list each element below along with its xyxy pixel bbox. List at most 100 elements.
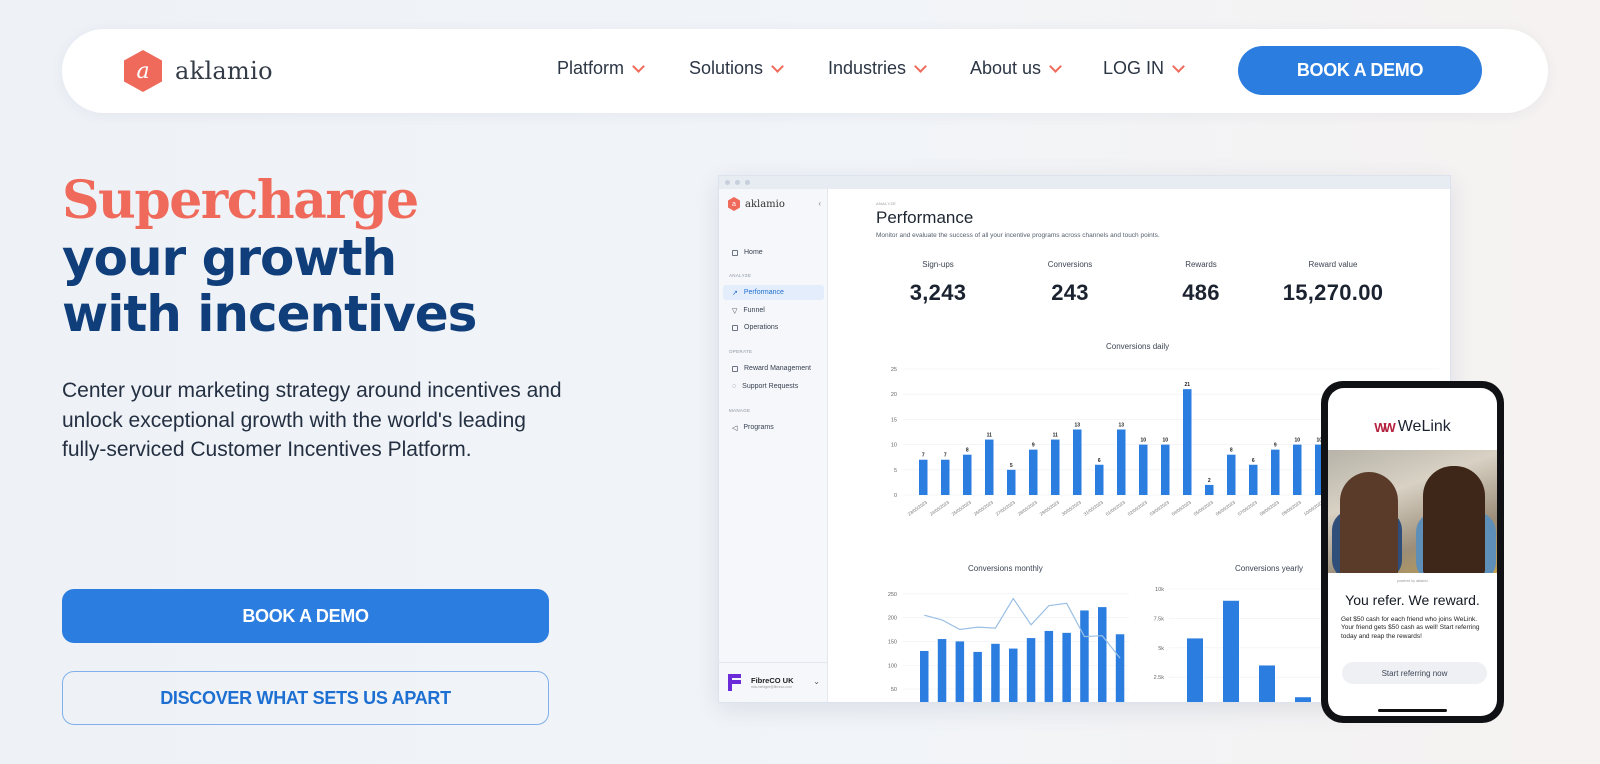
bar: [1009, 648, 1018, 702]
bar: [1098, 607, 1107, 702]
powered-by: powered by aklamio: [1396, 579, 1429, 583]
sidebar-item-programs[interactable]: ◁ Programs: [723, 420, 824, 435]
kpi-label: Sign-ups: [922, 260, 954, 269]
headset-icon: ◌: [732, 383, 737, 390]
bar: [1115, 634, 1125, 702]
bar: [1223, 600, 1239, 702]
bar: [1095, 464, 1104, 495]
bar: [1007, 469, 1016, 495]
sidebar-item-label: Operations: [744, 324, 779, 331]
x-tick-label: 27/05/2023: [995, 499, 1017, 516]
discover-button[interactable]: DISCOVER WHAT SETS US APART: [62, 671, 549, 725]
bar: [955, 641, 965, 702]
data-label: 8: [1230, 448, 1233, 454]
sidebar-item-performance[interactable]: ↗ Performance: [723, 285, 824, 300]
data-label: 8: [966, 448, 969, 454]
bar: [1080, 610, 1089, 702]
kpi-label: Rewards: [1185, 260, 1217, 269]
bar: [1117, 429, 1126, 495]
brand-logo[interactable]: a aklamio: [124, 50, 273, 92]
bar: [1139, 444, 1148, 495]
chevron-down-icon: [914, 59, 927, 73]
nav-item-log-in[interactable]: LOG IN: [1103, 58, 1185, 79]
phone-screen: WW WeLink powered by aklamio You refer. …: [1328, 388, 1497, 716]
bar: [1259, 665, 1275, 702]
x-tick-label: 02/06/2023: [1127, 499, 1149, 516]
welink-brand: WeLink: [1397, 418, 1451, 435]
referral-headline: You refer. We reward.: [1345, 592, 1480, 608]
data-label: 6: [1098, 458, 1101, 464]
account-email: mia.metzger@fibreco.com: [751, 685, 792, 689]
y-tick-label: 20: [891, 392, 897, 398]
bar: [1293, 444, 1302, 495]
book-demo-nav-button[interactable]: BOOK A DEMO: [1238, 46, 1482, 95]
y-tick-label: 10: [891, 443, 897, 449]
bar: [1062, 632, 1071, 702]
sidebar-item-operations[interactable]: Operations: [723, 320, 824, 335]
bar: [920, 650, 929, 702]
home-icon: [732, 249, 738, 256]
bar: [1249, 464, 1258, 495]
bar: [1295, 697, 1311, 702]
bar: [973, 651, 982, 702]
kpi-rewards: Rewards 486: [1141, 260, 1261, 306]
nav-item-label: Industries: [828, 58, 907, 78]
data-label: 10: [1294, 438, 1300, 444]
window-dot-icon: [735, 180, 740, 185]
y-tick-label: 200: [888, 616, 897, 622]
kpi-signups: Sign-ups 3,243: [878, 260, 998, 306]
window-titlebar: [719, 176, 1450, 189]
data-label: 10: [1316, 438, 1322, 444]
nav-item-solutions[interactable]: Solutions: [689, 58, 784, 79]
nav-item-about-us[interactable]: About us: [970, 58, 1062, 79]
x-tick-label: 30/05/2023: [1061, 499, 1083, 516]
y-tick-label: 100: [888, 663, 897, 669]
book-demo-button[interactable]: BOOK A DEMO: [62, 589, 549, 643]
monthly-chart-title: Conversions monthly: [968, 564, 1043, 573]
headline-line-2: with incentives: [62, 285, 477, 343]
kpi-label: Reward value: [1308, 260, 1358, 269]
sidebar-item-reward-management[interactable]: Reward Management: [723, 361, 824, 376]
start-referring-button[interactable]: Start referring now: [1342, 662, 1487, 684]
x-tick-label: 29/05/2023: [1039, 499, 1061, 516]
sidebar-item-home[interactable]: Home: [723, 245, 824, 260]
data-label: 10: [1140, 438, 1146, 444]
bar: [1073, 429, 1082, 495]
nav-item-platform[interactable]: Platform: [557, 58, 645, 79]
nav-item-industries[interactable]: Industries: [828, 58, 927, 79]
x-tick-label: 06/06/2023: [1215, 499, 1237, 516]
account-switcher[interactable]: FibreCO UK mia.metzger@fibreco.com ⌄: [719, 662, 828, 702]
phone-mockup: WW WeLink powered by aklamio You refer. …: [1321, 381, 1504, 723]
sidebar-item-support-requests[interactable]: ◌ Support Requests: [723, 379, 824, 394]
y-tick-label: 250: [888, 592, 897, 598]
page-subtitle: Monitor and evaluate the success of all …: [876, 232, 1160, 239]
bar: [1044, 630, 1054, 702]
sidebar-item-funnel[interactable]: ▽ Funnel: [723, 303, 824, 318]
x-tick-label: 07/06/2023: [1237, 499, 1259, 516]
bar: [1205, 484, 1214, 495]
high-five-photo: [1328, 450, 1497, 573]
top-navigation: a aklamio Platform Solutions Industries …: [62, 29, 1548, 113]
y-tick-label: 5: [894, 468, 897, 474]
data-label: 13: [1074, 422, 1080, 428]
kpi-value: 486: [1182, 280, 1220, 305]
bar: [991, 643, 1000, 702]
referral-body: Get $50 cash for each friend who joins W…: [1341, 616, 1480, 640]
sidebar-item-label: Programs: [743, 424, 774, 431]
headline-accent: Supercharge: [62, 170, 419, 231]
account-info: FibreCO UK mia.metzger@fibreco.com: [751, 676, 794, 689]
trend-line: [924, 597, 1121, 659]
kpi-value: 15,270.00: [1282, 280, 1384, 305]
bar: [1051, 439, 1060, 495]
dashboard-sidebar: a aklamio ‹ Home ANALYZE ↗ Performance ▽…: [719, 189, 828, 702]
data-label: 7: [944, 453, 947, 459]
collapse-sidebar-icon[interactable]: ‹: [818, 199, 821, 208]
sidebar-section-operate: OPERATE: [729, 349, 753, 354]
bar: [1187, 638, 1203, 702]
hero-headline: Supercharge your growth with incentives: [62, 170, 477, 343]
bar: [1315, 444, 1324, 495]
conversions-monthly-chart: 50 100 150 200 250: [888, 592, 1129, 702]
home-indicator: [1378, 709, 1447, 712]
x-tick-label: 03/06/2023: [1149, 499, 1171, 516]
chevron-down-icon: ⌄: [813, 677, 820, 686]
